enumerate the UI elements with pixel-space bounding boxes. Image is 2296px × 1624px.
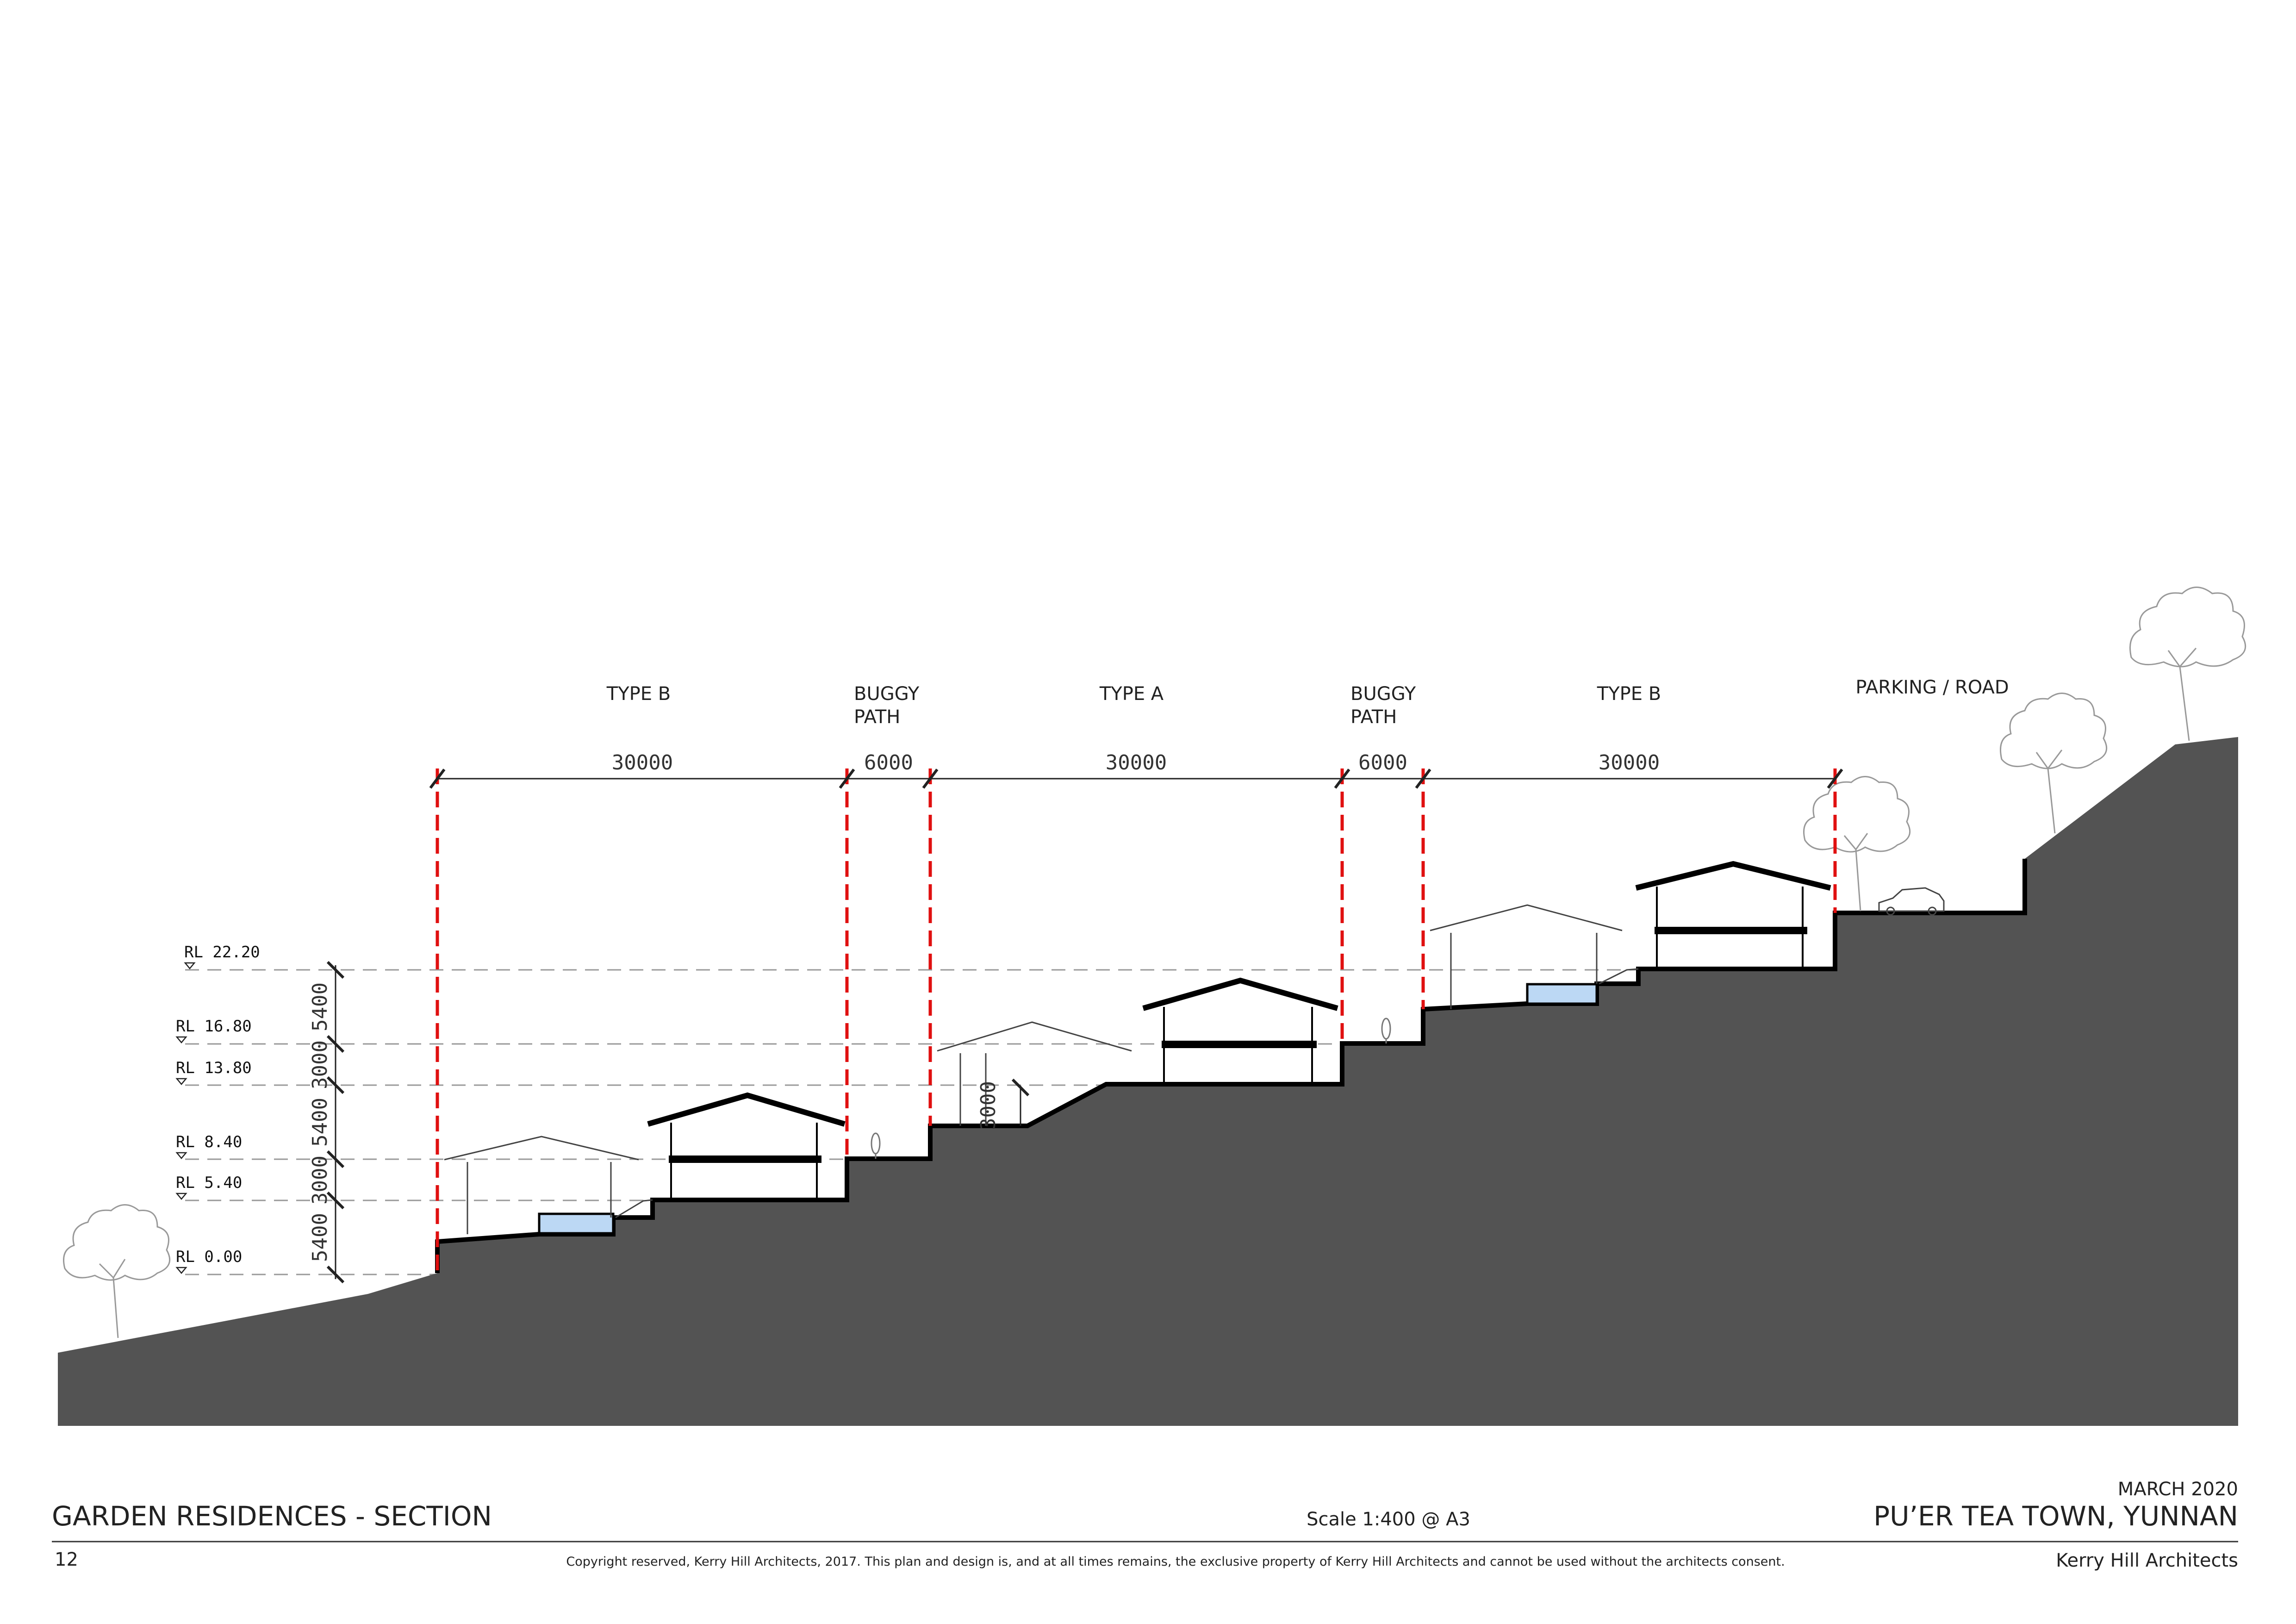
firm-name: Kerry Hill Architects: [2056, 1550, 2238, 1571]
copyright-note: Copyright reserved, Kerry Hill Architect…: [566, 1555, 1785, 1569]
rl-label-13-80: RL 13.80: [176, 1059, 252, 1077]
zone-dim-3: 30000: [1106, 751, 1167, 775]
house-middle: [1142, 977, 1338, 1084]
pavilion-right: [1430, 904, 1639, 1009]
tree-left-icon: [63, 1204, 171, 1338]
shrub-left: [871, 1132, 881, 1159]
parking-label: PARKING / ROAD: [1855, 677, 2009, 698]
rl-label-5-40: RL 5.40: [176, 1174, 242, 1192]
level-dim-4: 3000: [308, 1156, 332, 1205]
rl-labels: RL 22.20 RL 16.80 RL 13.80 RL 8.40 RL 5.…: [175, 943, 260, 1274]
zone-dim-2: 6000: [864, 751, 913, 775]
pavilion-middle: [937, 1021, 1132, 1126]
step-dim: 3000: [977, 1081, 1000, 1130]
zone-label-2b: PATH: [854, 706, 900, 728]
drawing-title: GARDEN RESIDENCES - SECTION: [52, 1500, 492, 1532]
rl-label-22-20: RL 22.20: [184, 943, 260, 962]
drawing-scale: Scale 1:400 @ A3: [1307, 1509, 1470, 1530]
terrain-ground: [58, 737, 2238, 1426]
zone-boundaries: [436, 768, 1837, 1273]
level-dim-2: 3000: [308, 1040, 332, 1089]
page-number: 12: [55, 1549, 78, 1570]
car-icon: [1878, 887, 1945, 916]
zone-label-1: TYPE B: [606, 683, 671, 705]
level-dim-3: 5400: [308, 1098, 332, 1147]
pavilion-left: [444, 1136, 653, 1234]
level-dim-5: 5400: [308, 1213, 332, 1262]
zone-label-3: TYPE A: [1099, 683, 1164, 705]
tree-road-icon: [1803, 776, 1911, 912]
rl-label-0-00: RL 0.00: [176, 1248, 242, 1266]
level-dim-1: 5400: [308, 982, 332, 1031]
zone-label-4a: BUGGY: [1350, 683, 1416, 705]
zone-label-5: TYPE B: [1597, 683, 1661, 705]
tree-hill-1-icon: [2000, 693, 2108, 834]
house-right: [1635, 861, 1831, 969]
tree-hill-2-icon: [2129, 587, 2246, 741]
zone-label-2a: BUGGY: [854, 683, 920, 705]
zone-label-4b: PATH: [1350, 706, 1397, 728]
rl-label-16-80: RL 16.80: [176, 1017, 252, 1036]
zone-dim-4: 6000: [1358, 751, 1407, 775]
zone-dim-5: 30000: [1599, 751, 1660, 775]
horizontal-dimension: [429, 768, 1843, 789]
rl-label-8-40: RL 8.40: [176, 1133, 242, 1151]
shrub-right: [1381, 1018, 1391, 1043]
pool-left: [538, 1212, 615, 1235]
vertical-dimension: [326, 961, 1030, 1284]
project-name: PU’ER TEA TOWN, YUNNAN: [1873, 1500, 2238, 1532]
drawing-date: MARCH 2020: [2118, 1479, 2238, 1500]
house-left: [647, 1092, 846, 1200]
pool-right: [1526, 983, 1598, 1005]
title-block: GARDEN RESIDENCES - SECTION Scale 1:400 …: [52, 1479, 2238, 1571]
zone-dim-1: 30000: [612, 751, 673, 775]
